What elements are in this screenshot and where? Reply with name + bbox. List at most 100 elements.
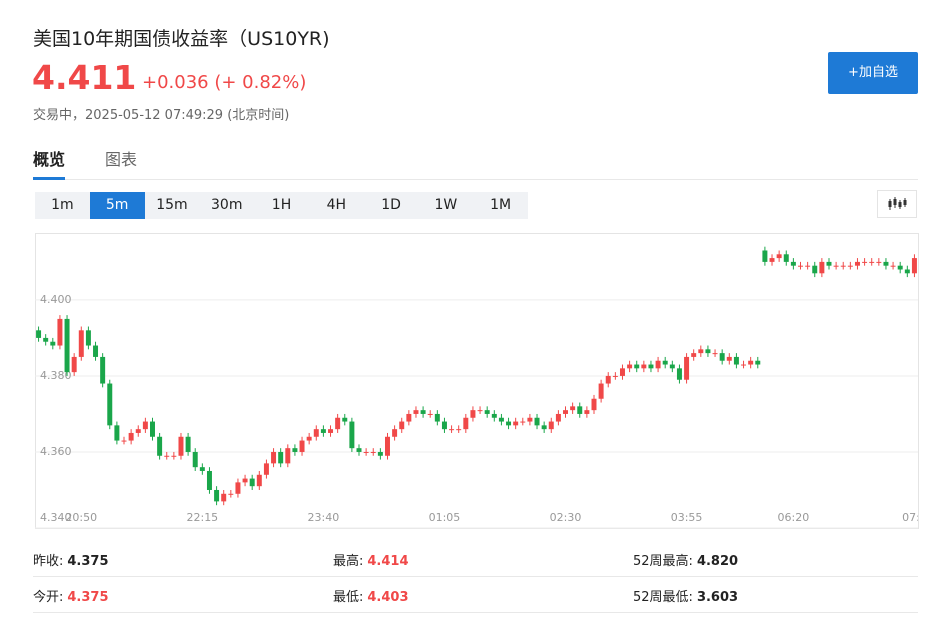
candle-body xyxy=(605,375,611,384)
candle-body xyxy=(890,265,896,267)
candle-body xyxy=(221,493,227,502)
candle-body xyxy=(377,451,383,456)
candle-body xyxy=(627,364,633,369)
add-watchlist-button[interactable]: +加自选 xyxy=(828,52,918,94)
interval-button[interactable]: 15m xyxy=(156,197,188,213)
candle-body xyxy=(598,383,604,399)
chart: 4.340 4.360 4.380 4.400 20:50 22:15 23:40 01:05… xyxy=(35,233,919,529)
candle-body xyxy=(271,451,277,464)
tab[interactable]: 概览 xyxy=(33,146,66,180)
candle-body xyxy=(655,360,661,369)
chart-type-button[interactable] xyxy=(877,190,917,218)
stat-label: 52周最高: xyxy=(633,554,693,569)
stat: 最低: 4.403 xyxy=(333,586,409,605)
interval-button[interactable]: 1D xyxy=(381,197,401,213)
chart-frame xyxy=(35,233,919,529)
candle-body xyxy=(64,318,70,373)
stat-value: 4.375 xyxy=(67,590,109,605)
candle-body xyxy=(684,356,690,380)
candle-body xyxy=(840,265,846,267)
candle-body xyxy=(641,364,647,369)
stat-label: 今开: xyxy=(33,590,64,605)
interval-button[interactable]: 5m xyxy=(89,192,145,219)
candle-body xyxy=(484,410,490,414)
interval-button[interactable]: 1W xyxy=(434,197,458,213)
candle-body xyxy=(342,417,348,422)
interval-button[interactable]: 30m xyxy=(211,197,243,213)
y-tick-label: 4.400 xyxy=(40,293,72,306)
candle-body xyxy=(228,493,234,495)
candle-body xyxy=(463,417,469,430)
candle-body xyxy=(406,413,412,422)
candle-body xyxy=(420,410,426,414)
candle-body xyxy=(249,478,255,487)
candle-body xyxy=(206,470,212,490)
candle-body xyxy=(669,364,675,369)
interval-button[interactable]: 1M xyxy=(490,197,512,213)
candle-body xyxy=(235,482,241,494)
candle-body xyxy=(285,448,291,464)
candle-body xyxy=(392,429,398,437)
plot-area: 4.340 4.360 4.380 4.400 20:50 22:15 23:40 01:05… xyxy=(35,246,918,529)
x-tick-label: 23:40 xyxy=(308,511,340,524)
candle-body xyxy=(798,265,803,267)
tab[interactable]: 图表 xyxy=(105,150,138,169)
candle-body xyxy=(911,258,917,274)
stats-row: 昨收: 4.375 最高: 4.414 52周最高: 4.820 xyxy=(33,540,918,577)
candle-body xyxy=(185,436,191,452)
candle-body xyxy=(748,360,754,365)
candle-body xyxy=(399,421,405,430)
stat-label: 最高: xyxy=(333,554,364,569)
candle-body xyxy=(199,467,205,471)
candle-body xyxy=(897,265,903,270)
candle-body xyxy=(150,421,155,437)
candle-body xyxy=(719,353,725,361)
candle-body xyxy=(171,455,177,457)
interval-button[interactable]: 1m xyxy=(51,197,74,213)
candle-body xyxy=(335,417,341,430)
candle-body xyxy=(733,356,739,365)
candle-body xyxy=(164,455,170,457)
candle-body xyxy=(278,451,284,464)
candle-body xyxy=(449,429,455,431)
candle-body xyxy=(498,417,504,422)
candle-body xyxy=(434,413,440,422)
candle-body xyxy=(854,261,860,266)
candle-body xyxy=(648,364,654,369)
candle-body xyxy=(114,425,120,441)
candle-body xyxy=(192,451,198,468)
candle-body xyxy=(78,330,84,357)
interval-button[interactable]: 1H xyxy=(271,197,292,213)
interval-bar: 1m 5m 15m 30m 1H 4H 1D 1W 1M xyxy=(35,192,528,219)
candle-body xyxy=(904,269,910,274)
stat: 今开: 4.375 xyxy=(33,586,109,605)
timestamp: 交易中，2025-05-12 07:49:29 (北京时间) xyxy=(33,108,290,123)
candle-body xyxy=(178,436,184,456)
candle-body xyxy=(790,261,796,266)
interval-button[interactable]: 4H xyxy=(326,197,347,213)
candle-body xyxy=(356,448,362,452)
stat-label: 52周最低: xyxy=(633,590,693,605)
candle-body xyxy=(506,421,512,426)
candle-body xyxy=(584,410,590,414)
candle-body xyxy=(100,356,106,384)
candle-body xyxy=(491,413,497,418)
candle-body xyxy=(869,261,875,263)
candle-body xyxy=(634,364,640,369)
x-tick-label: 22:15 xyxy=(186,511,218,524)
candle-body xyxy=(242,478,248,483)
candle-body xyxy=(862,261,868,263)
candle-body xyxy=(121,440,127,442)
stat-value: 3.603 xyxy=(696,590,739,605)
candle-body xyxy=(726,356,732,361)
stat: 52周最高: 4.820 xyxy=(633,550,738,569)
stat: 52周最低: 3.603 xyxy=(633,586,738,605)
candle-body xyxy=(50,341,56,346)
candle-body xyxy=(513,421,519,426)
candle-body xyxy=(142,421,148,430)
candle-body xyxy=(776,254,782,259)
candle-body xyxy=(135,429,141,433)
candle-body xyxy=(214,489,220,502)
candle-body xyxy=(328,429,334,433)
candle-body xyxy=(36,330,42,338)
